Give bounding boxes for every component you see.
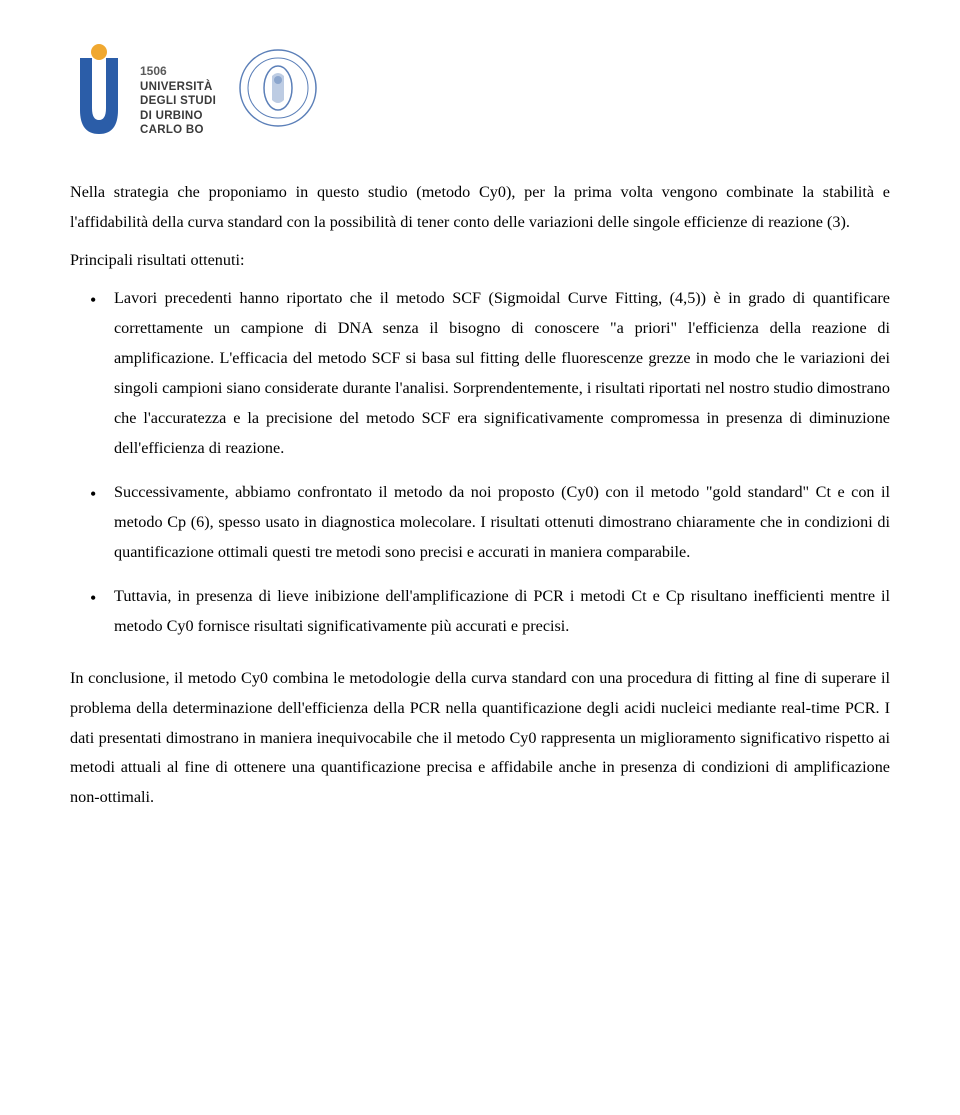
body-content: Nella strategia che proponiamo in questo… <box>70 178 890 813</box>
logo-line1: UNIVERSITÀ <box>140 80 216 94</box>
logo-line3: DI URBINO <box>140 109 216 123</box>
logo-seal-icon <box>238 48 318 128</box>
paragraph-conclusion: In conclusione, il metodo Cy0 combina le… <box>70 664 890 814</box>
paragraph-intro: Nella strategia che proponiamo in questo… <box>70 178 890 238</box>
header-logo: 1506 UNIVERSITÀ DEGLI STUDI DI URBINO CA… <box>70 40 890 140</box>
bullet-list: Lavori precedenti hanno riportato che il… <box>70 284 890 642</box>
logo-year: 1506 <box>140 64 216 78</box>
logo-text: 1506 UNIVERSITÀ DEGLI STUDI DI URBINO CA… <box>140 40 216 138</box>
bullet-item-1: Lavori precedenti hanno riportato che il… <box>70 284 890 464</box>
logo-line2: DEGLI STUDI <box>140 94 216 108</box>
document-page: 1506 UNIVERSITÀ DEGLI STUDI DI URBINO CA… <box>0 0 960 861</box>
results-heading: Principali risultati ottenuti: <box>70 246 890 276</box>
logo-u-icon <box>70 40 128 140</box>
bullet-item-2: Successivamente, abbiamo confrontato il … <box>70 478 890 568</box>
bullet-item-3: Tuttavia, in presenza di lieve inibizion… <box>70 582 890 642</box>
logo-line4: CARLO BO <box>140 123 216 137</box>
